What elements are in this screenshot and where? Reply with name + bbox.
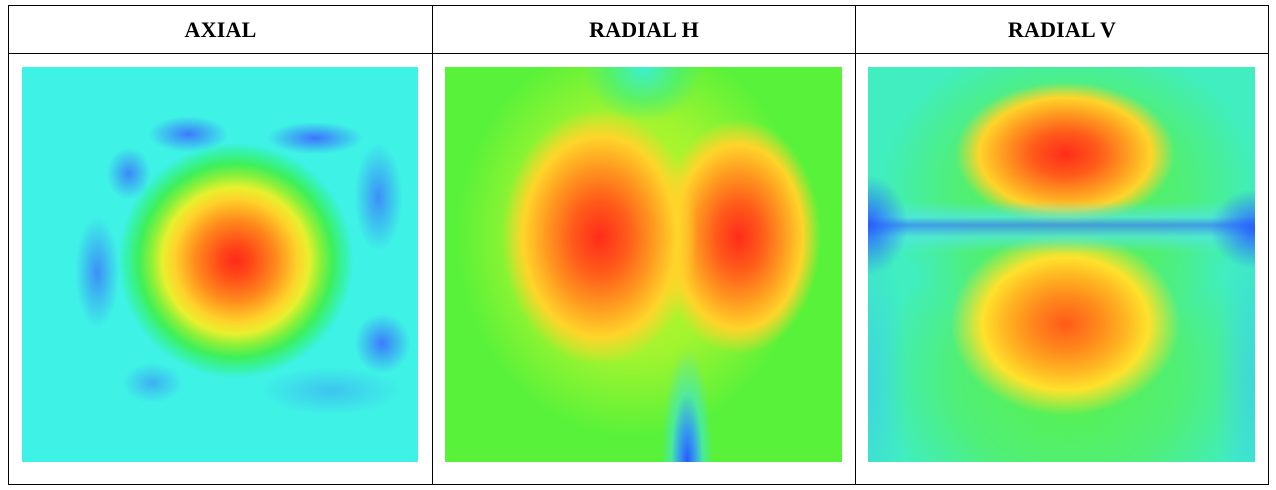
heatmap-table: AXIAL RADIAL H RADIAL V <box>8 5 1269 485</box>
column-header-radial-v: RADIAL V <box>1007 16 1117 42</box>
radial-h-heatmap-image <box>445 67 842 462</box>
column-divider-2 <box>855 6 856 484</box>
column-header-axial: AXIAL <box>184 16 257 42</box>
axial-heatmap-image <box>22 67 418 462</box>
column-divider-1 <box>432 6 433 484</box>
column-header-radial-h: RADIAL H <box>589 16 699 42</box>
header-divider <box>9 53 1268 54</box>
radial-v-heatmap-image <box>868 67 1255 462</box>
